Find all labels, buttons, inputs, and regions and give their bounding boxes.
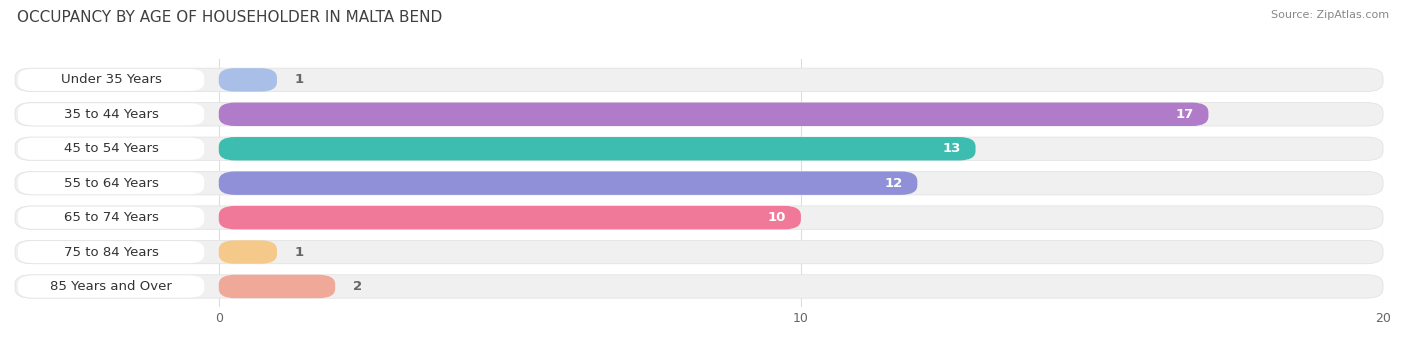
FancyBboxPatch shape — [219, 171, 917, 195]
Text: 10: 10 — [768, 211, 786, 224]
Text: 35 to 44 Years: 35 to 44 Years — [63, 108, 159, 121]
Text: Source: ZipAtlas.com: Source: ZipAtlas.com — [1271, 10, 1389, 20]
FancyBboxPatch shape — [15, 240, 1384, 264]
FancyBboxPatch shape — [15, 103, 1384, 126]
Text: 2: 2 — [353, 280, 361, 293]
Text: 85 Years and Over: 85 Years and Over — [51, 280, 172, 293]
FancyBboxPatch shape — [18, 241, 204, 263]
Text: Under 35 Years: Under 35 Years — [60, 73, 162, 86]
FancyBboxPatch shape — [15, 137, 1384, 160]
Text: 1: 1 — [294, 245, 304, 258]
Text: 13: 13 — [942, 142, 960, 155]
FancyBboxPatch shape — [15, 206, 1384, 229]
Text: 45 to 54 Years: 45 to 54 Years — [63, 142, 159, 155]
Text: 55 to 64 Years: 55 to 64 Years — [63, 177, 159, 190]
FancyBboxPatch shape — [15, 171, 1384, 195]
FancyBboxPatch shape — [15, 68, 1384, 91]
Text: 1: 1 — [294, 73, 304, 86]
FancyBboxPatch shape — [18, 69, 204, 91]
Text: OCCUPANCY BY AGE OF HOUSEHOLDER IN MALTA BEND: OCCUPANCY BY AGE OF HOUSEHOLDER IN MALTA… — [17, 10, 441, 25]
FancyBboxPatch shape — [15, 275, 1384, 298]
Text: 75 to 84 Years: 75 to 84 Years — [63, 245, 159, 258]
FancyBboxPatch shape — [18, 138, 204, 160]
FancyBboxPatch shape — [18, 172, 204, 194]
FancyBboxPatch shape — [18, 103, 204, 125]
FancyBboxPatch shape — [219, 68, 277, 91]
FancyBboxPatch shape — [219, 275, 335, 298]
Text: 12: 12 — [884, 177, 903, 190]
Text: 17: 17 — [1175, 108, 1194, 121]
FancyBboxPatch shape — [219, 206, 801, 229]
Text: 65 to 74 Years: 65 to 74 Years — [63, 211, 159, 224]
FancyBboxPatch shape — [219, 240, 277, 264]
FancyBboxPatch shape — [219, 103, 1208, 126]
FancyBboxPatch shape — [18, 207, 204, 228]
FancyBboxPatch shape — [18, 275, 204, 298]
FancyBboxPatch shape — [219, 137, 976, 160]
